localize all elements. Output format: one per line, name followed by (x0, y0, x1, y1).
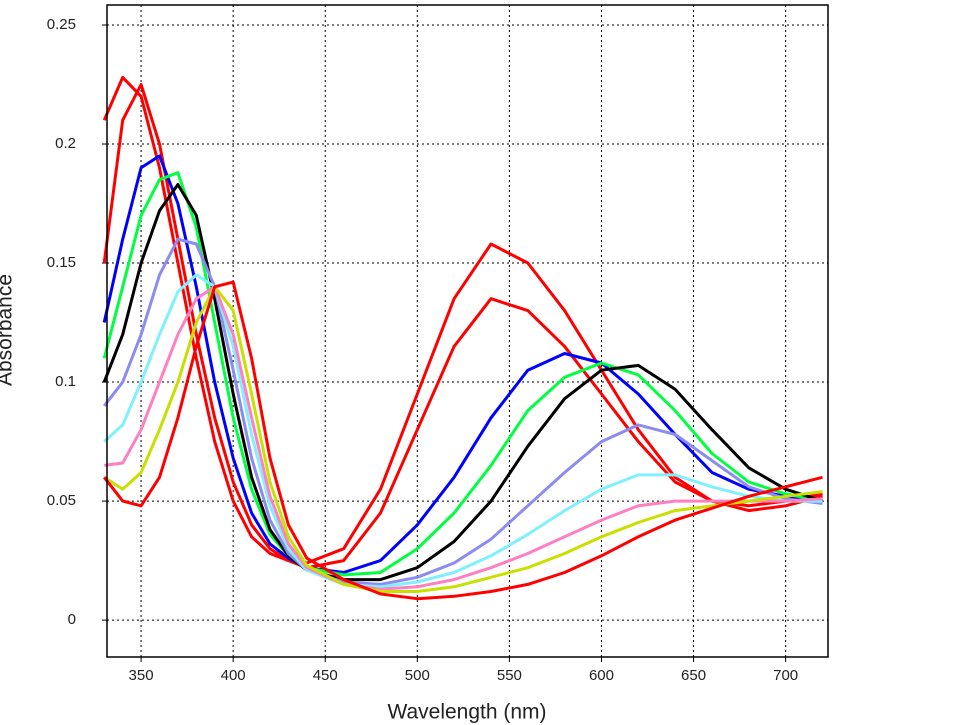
spectrum-line (102, 171, 823, 577)
spectrum-line (103, 280, 823, 601)
x-tick-label: 450 (313, 667, 338, 684)
x-tick-label: 600 (589, 667, 614, 684)
x-tick-label: 650 (681, 667, 706, 684)
spectrum-line (102, 183, 823, 582)
x-tick-label: 700 (773, 667, 798, 684)
x-tick-label: 350 (129, 667, 154, 684)
y-tick-label: 0.1 (55, 373, 76, 390)
spectrum-line (102, 75, 823, 565)
x-tick-label: 400 (221, 667, 246, 684)
spectrum-line (103, 237, 823, 586)
plot-frame (106, 4, 829, 658)
y-tick-label: 0.05 (47, 492, 76, 509)
plot-lines (102, 75, 823, 601)
y-axis-label: Absorbance (0, 274, 17, 386)
spectrum-line (102, 154, 823, 574)
y-tick-label: 0.2 (55, 135, 76, 152)
x-axis-label: Wavelength (nm) (387, 701, 546, 724)
x-tick-label: 500 (405, 667, 430, 684)
y-tick-label: 0.25 (47, 16, 76, 33)
spectrum-line (102, 83, 823, 570)
y-tick-label: 0 (68, 611, 76, 628)
y-tick-label: 0.15 (47, 254, 76, 271)
x-tick-label: 550 (497, 667, 522, 684)
